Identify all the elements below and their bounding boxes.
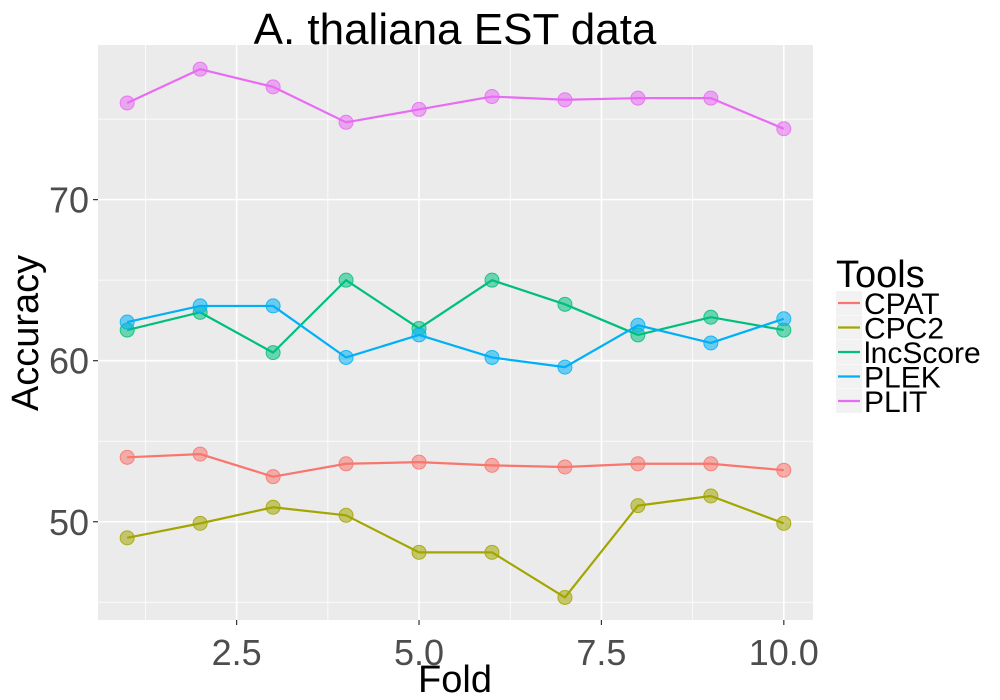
data-point [265, 469, 281, 485]
data-point [119, 530, 135, 546]
axes: 2.5 5.0 7.5 10.0 50 60 70 [49, 180, 819, 673]
x-tick-label: 7.5 [576, 632, 626, 673]
legend-label: PLEK [864, 362, 941, 395]
data-point [265, 499, 281, 515]
data-point [119, 449, 135, 465]
x-axis-title: Fold [418, 659, 492, 700]
data-point [557, 92, 573, 108]
data-point [192, 298, 208, 314]
data-point [484, 457, 500, 473]
data-point [776, 462, 792, 478]
series-line [126, 68, 785, 130]
data-point [484, 544, 500, 560]
data-point [484, 272, 500, 288]
series-cpc2 [119, 488, 792, 605]
data-point [703, 90, 719, 106]
data-point [338, 349, 354, 365]
data-point [411, 544, 427, 560]
plot-panel [98, 45, 813, 620]
data-point [411, 327, 427, 343]
data-point [119, 95, 135, 111]
data-point [265, 298, 281, 314]
data-point [338, 507, 354, 523]
data-point [119, 314, 135, 330]
series-line [127, 453, 784, 478]
data-point [484, 349, 500, 365]
series-line [126, 279, 785, 354]
series-plit [119, 61, 792, 137]
data-point [411, 454, 427, 470]
data-point [557, 459, 573, 475]
data-point [484, 89, 500, 105]
legend-label: lncScore [864, 337, 981, 370]
data-point [703, 456, 719, 472]
data-point [192, 446, 208, 462]
data-point [557, 296, 573, 312]
data-point [265, 79, 281, 95]
y-axis-title: Accuracy [5, 255, 47, 411]
legend-label: CPAT [864, 288, 940, 321]
y-tick-label: 70 [49, 180, 89, 221]
series-line [126, 304, 785, 369]
x-tick-label: 2.5 [212, 632, 262, 673]
data-point [265, 345, 281, 361]
data-point [630, 317, 646, 333]
legend-label: PLIT [864, 386, 927, 419]
y-tick-label: 50 [49, 502, 89, 543]
data-point [776, 515, 792, 531]
data-point [776, 121, 792, 137]
data-point [703, 335, 719, 351]
data-point [630, 90, 646, 106]
data-point [630, 456, 646, 472]
data-point [338, 456, 354, 472]
data-point [703, 488, 719, 504]
data-point [411, 101, 427, 117]
legend-label: CPC2 [864, 313, 944, 346]
data-point [338, 114, 354, 130]
series-cpat [119, 446, 792, 485]
data-point [557, 359, 573, 375]
data-point [630, 498, 646, 514]
series-layer [119, 61, 792, 605]
data-point [338, 272, 354, 288]
x-tick-label: 10.0 [749, 632, 819, 673]
y-tick-label: 60 [49, 341, 89, 382]
data-point [703, 309, 719, 325]
legend-title: Tools [836, 254, 925, 296]
data-point [192, 61, 208, 77]
data-point [192, 515, 208, 531]
series-plek [119, 298, 792, 375]
series-line [126, 494, 785, 599]
data-point [557, 589, 573, 605]
data-point [776, 311, 792, 327]
x-tick-label: 5.0 [394, 632, 444, 673]
